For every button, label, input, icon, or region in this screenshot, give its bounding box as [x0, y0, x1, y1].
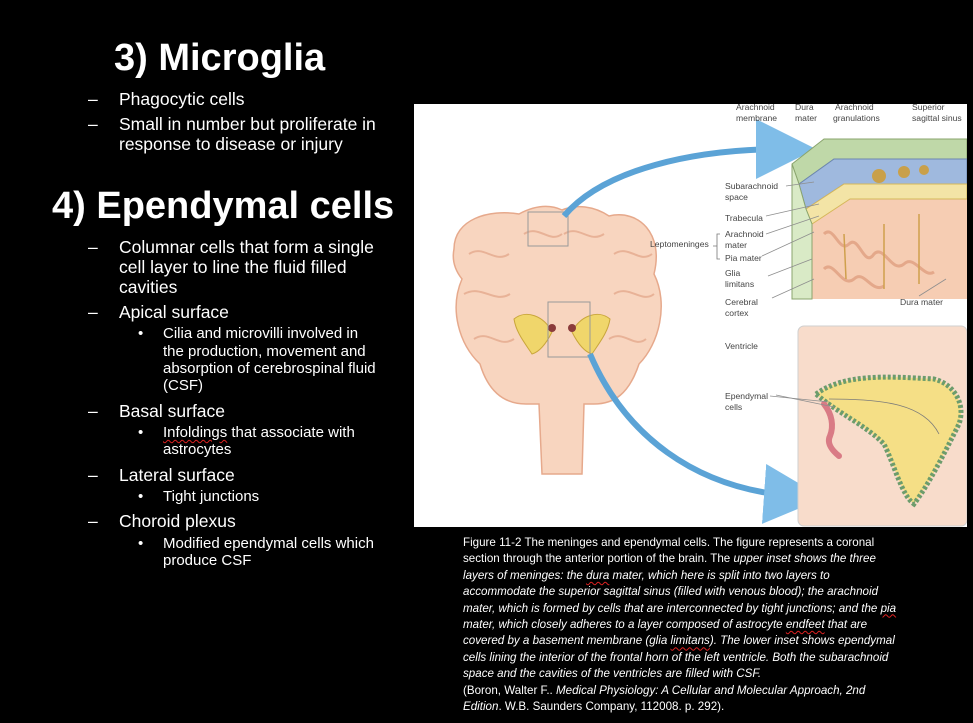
figure-caption: Figure 11-2 The meninges and ependymal c… [463, 535, 953, 715]
sub-bullet-text: astrocytes [163, 441, 232, 458]
microglia-heading: 3) Microglia [114, 37, 326, 79]
caption-text: . W.B. Saunders Company, 112008. p. 292)… [498, 700, 725, 714]
caption-line: layers of meninges: the dura mater, whic… [463, 568, 953, 584]
sub-bullet-text: Cilia and microvilli involved in [163, 325, 359, 342]
upper-inset [791, 138, 967, 300]
label-dura-mater-top: Dura [795, 104, 814, 112]
lower-inset-arrow [587, 352, 824, 524]
caption-italic: endfeet [785, 618, 825, 632]
bullet-text: cell layer to line the fluid filled [119, 257, 347, 277]
caption-italic: dura [586, 568, 610, 582]
dash-marker: – [88, 465, 98, 485]
label-superior-sagittal-sinus: sagittal sinus [912, 113, 962, 123]
caption-italic: layers of meninges: the [463, 568, 587, 582]
caption-line: mater, which is formed by cells that are… [463, 601, 953, 617]
caption-line: section through the anterior portion of … [463, 551, 953, 567]
label-subarachnoid-space: space [725, 192, 748, 202]
caption-italic: Edition [463, 700, 499, 714]
leptomeninges-brace [713, 233, 720, 260]
meninges-illustration: Arachnoid membrane Dura mater Arachnoid … [452, 104, 967, 527]
upper-inset-arrow [561, 119, 816, 218]
dot-marker: • [138, 488, 144, 505]
caption-line: covered by a basement membrane (glia lim… [463, 633, 953, 649]
label-pia-mater: Pia mater [725, 253, 762, 263]
label-dura-mater-top: mater [795, 113, 817, 123]
bullet-text: cavities [119, 277, 178, 297]
sub-bullet-text: Infoldings that associate with [163, 424, 355, 442]
caption-line: mater, which closely adheres to a layer … [463, 617, 953, 633]
label-arachnoid-mater: mater [725, 240, 747, 250]
caption-italic: cells lining the interior of the frontal… [463, 650, 889, 664]
caption-italic: accommodate the superior sagittal sinus … [463, 585, 879, 599]
label-glia-limitans: Glia [725, 268, 741, 278]
label-cerebral-cortex: cortex [725, 308, 749, 318]
bullet-text: Apical surface [119, 302, 229, 322]
label-ependymal-cells: cells [725, 402, 742, 412]
caption-italic: that are [824, 618, 868, 632]
sub-bullet-text: Tight junctions [163, 488, 260, 505]
caption-line: accommodate the superior sagittal sinus … [463, 584, 953, 600]
caption-italic: limitans [670, 634, 710, 648]
bullet-text: Lateral surface [119, 465, 235, 485]
caption-italic: mater, which closely adheres to a layer … [463, 618, 786, 632]
meninges-figure: Arachnoid membrane Dura mater Arachnoid … [414, 104, 967, 527]
dash-marker: – [88, 114, 98, 134]
sub-bullet-text: produce CSF [163, 552, 252, 569]
caption-italic: upper inset shows the three [733, 552, 876, 566]
dash-marker: – [88, 89, 98, 109]
brain-section [452, 205, 662, 475]
label-arachnoid-granulations: granulations [833, 113, 880, 123]
caption-italic: space and the cavities of the ventricles… [463, 667, 762, 681]
label-arachnoid-membrane: membrane [736, 113, 777, 123]
caption-line: cells lining the interior of the frontal… [463, 650, 953, 666]
bullet-text: response to disease or injury [119, 134, 343, 154]
infoldings-rest: that associate with [227, 424, 355, 441]
caption-italic: pia [880, 601, 897, 615]
label-subarachnoid-space: Subarachnoid [725, 181, 778, 191]
label-trabecula: Trabecula [725, 213, 763, 223]
label-superior-sagittal-sinus: Superior [912, 104, 945, 112]
bullet-text: Small in number but proliferate in [119, 114, 376, 134]
label-ventricle: Ventricle [725, 341, 758, 351]
bullet-text: Choroid plexus [119, 511, 236, 531]
caption-text: section through the anterior portion of … [463, 552, 734, 566]
leader-lines [761, 181, 947, 408]
dash-marker: – [88, 511, 98, 531]
dot-marker: • [138, 535, 144, 552]
caption-citation: (Boron, Walter F.. Medical Physiology: A… [463, 683, 953, 699]
ependymal-heading: 4) Ependymal cells [52, 185, 395, 227]
label-arachnoid-membrane: Arachnoid [736, 104, 775, 112]
sub-bullet-text: (CSF) [163, 377, 203, 394]
dot-marker: • [138, 325, 144, 342]
caption-italic: covered by a basement membrane (glia [463, 634, 671, 648]
bullet-text: Phagocytic cells [119, 89, 245, 109]
label-leptomeninges: Leptomeninges [650, 239, 709, 249]
caption-text: (Boron, Walter F.. [463, 683, 556, 697]
sub-bullet-text: absorption of cerebrospinal fluid [163, 360, 376, 377]
caption-italic: mater, which here is split into two laye… [609, 568, 830, 582]
caption-line: space and the cavities of the ventricles… [463, 666, 953, 682]
dash-marker: – [88, 401, 98, 421]
lower-inset [797, 325, 967, 527]
caption-italic: Medical Physiology: A Cellular and Molec… [556, 683, 866, 697]
bullet-text: Columnar cells that form a single [119, 237, 374, 257]
dash-marker: – [88, 237, 98, 257]
label-arachnoid-granulations: Arachnoid [835, 104, 874, 112]
label-cerebral-cortex: Cerebral [725, 297, 758, 307]
caption-italic: ). The lower inset shows ependymal [709, 634, 895, 648]
caption-italic: mater, which is formed by cells that are… [463, 601, 881, 615]
caption-citation: Edition. W.B. Saunders Company, 112008. … [463, 699, 953, 715]
label-dura-mater-right: Dura mater [900, 297, 943, 307]
sub-bullet-text: Modified ependymal cells which [163, 535, 374, 552]
dot-marker: • [138, 424, 144, 441]
bullet-text: Basal surface [119, 401, 226, 421]
dash-marker: – [88, 302, 98, 322]
label-glia-limitans: limitans [725, 279, 754, 289]
sub-bullet-text: the production, movement and [163, 343, 366, 360]
label-arachnoid-mater: Arachnoid [725, 229, 764, 239]
label-ependymal-cells: Ependymal [725, 391, 768, 401]
infoldings-word: Infoldings [163, 424, 228, 441]
caption-line: Figure 11-2 The meninges and ependymal c… [463, 536, 875, 549]
